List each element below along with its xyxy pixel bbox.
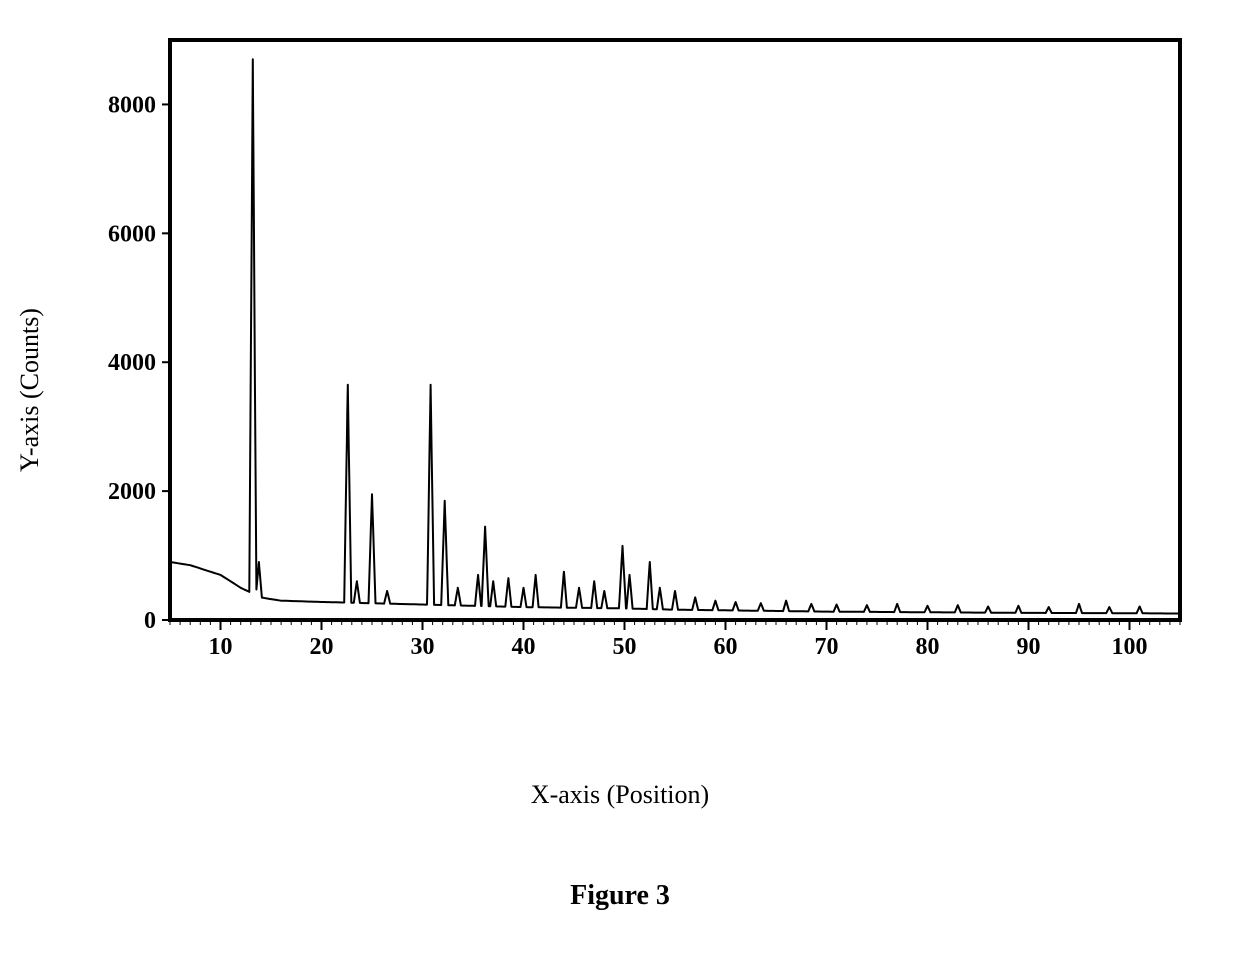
figure-caption: Figure 3 (0, 880, 1240, 912)
svg-text:60: 60 (714, 634, 738, 660)
svg-text:30: 30 (411, 634, 435, 660)
chart-container: Y-axis (Counts) 020004000600080001020304… (40, 30, 1200, 750)
svg-text:2000: 2000 (108, 479, 156, 505)
x-axis-label: X-axis (Position) (0, 780, 1240, 810)
svg-text:90: 90 (1017, 634, 1041, 660)
svg-text:70: 70 (815, 634, 839, 660)
y-axis-label: Y-axis (Counts) (15, 308, 45, 472)
svg-text:10: 10 (209, 634, 233, 660)
svg-text:8000: 8000 (108, 92, 156, 118)
page: Y-axis (Counts) 0 2000 4000 6000 8000 10 20 30 4… (0, 0, 1240, 953)
svg-text:100: 100 (1112, 634, 1148, 660)
svg-text:80: 80 (916, 634, 940, 660)
svg-text:20: 20 (310, 634, 334, 660)
svg-text:0: 0 (144, 608, 156, 634)
svg-text:40: 40 (512, 634, 536, 660)
xrd-chart: 0 2000 4000 6000 8000 10 20 30 40 50 60 70 80 90 100 (40, 30, 1200, 750)
svg-text:50: 50 (613, 634, 637, 660)
svg-text:6000: 6000 (108, 221, 156, 247)
svg-text:4000: 4000 (108, 350, 156, 376)
